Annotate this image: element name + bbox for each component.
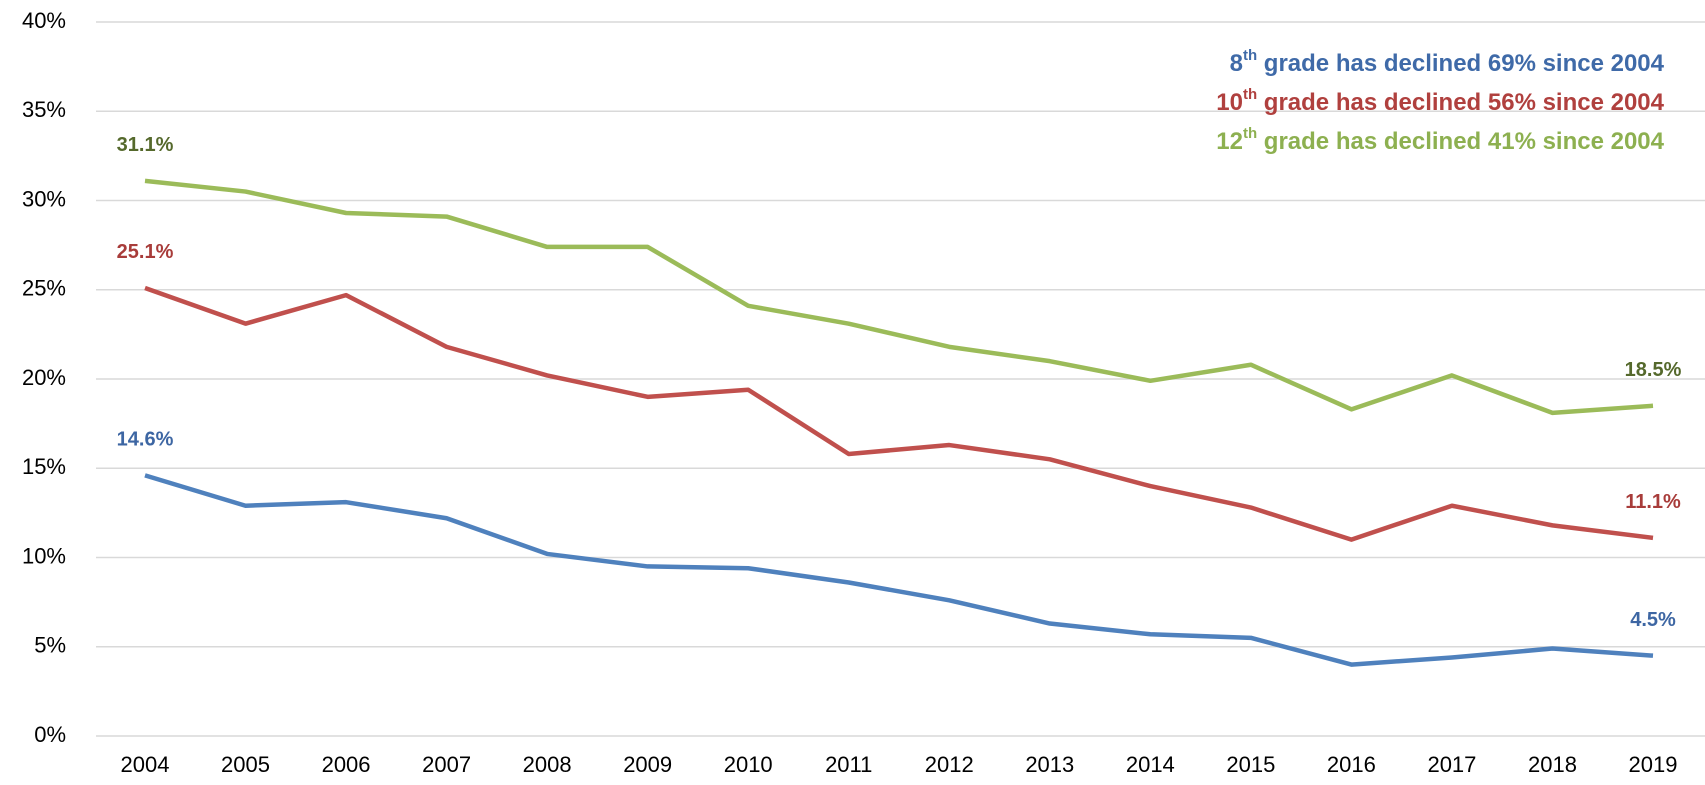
series-line bbox=[144, 473, 1654, 667]
x-tick-label: 2012 bbox=[925, 752, 974, 777]
x-tick-label: 2005 bbox=[221, 752, 270, 777]
y-tick-label: 5% bbox=[34, 633, 66, 658]
x-tick-label: 2011 bbox=[825, 752, 872, 777]
annotation-text: grade has declined 41% since 2004 bbox=[1257, 128, 1665, 155]
y-tick-label: 15% bbox=[22, 454, 66, 479]
x-tick-label: 2009 bbox=[623, 752, 672, 777]
x-tick-label: 2017 bbox=[1427, 752, 1476, 777]
annotation-text: grade has declined 56% since 2004 bbox=[1257, 89, 1665, 116]
y-tick-label: 20% bbox=[22, 365, 66, 390]
y-tick-label: 35% bbox=[22, 97, 66, 122]
annotation: 8th grade has declined 69% since 2004 bbox=[1230, 47, 1665, 77]
data-label: 11.1% bbox=[1625, 491, 1681, 513]
data-label: 25.1% bbox=[117, 241, 174, 263]
data-label: 14.6% bbox=[117, 429, 174, 451]
data-label: 4.5% bbox=[1630, 609, 1676, 631]
annotation-text: grade has declined 69% since 2004 bbox=[1257, 50, 1665, 77]
data-label: 31.1% bbox=[117, 134, 174, 156]
data-label: 18.5% bbox=[1625, 359, 1682, 381]
annotation-ordinal: 8 bbox=[1230, 50, 1243, 77]
annotation: 10th grade has declined 56% since 2004 bbox=[1216, 86, 1664, 116]
x-tick-label: 2019 bbox=[1629, 752, 1678, 777]
annotation-suffix: th bbox=[1243, 125, 1257, 142]
x-tick-label: 2014 bbox=[1126, 752, 1175, 777]
series-line bbox=[144, 178, 1654, 416]
annotation-suffix: th bbox=[1243, 47, 1257, 64]
series-line bbox=[144, 285, 1654, 542]
x-tick-label: 2013 bbox=[1025, 752, 1074, 777]
y-tick-label: 25% bbox=[22, 276, 66, 301]
x-tick-label: 2004 bbox=[121, 752, 170, 777]
y-tick-label: 10% bbox=[22, 543, 66, 568]
y-tick-label: 30% bbox=[22, 186, 66, 211]
y-tick-label: 40% bbox=[22, 8, 66, 33]
x-tick-label: 2007 bbox=[422, 752, 471, 777]
x-tick-label: 2008 bbox=[523, 752, 572, 777]
annotation: 12th grade has declined 41% since 2004 bbox=[1216, 125, 1664, 155]
x-tick-label: 2006 bbox=[322, 752, 371, 777]
x-tick-label: 2016 bbox=[1327, 752, 1376, 777]
annotation-ordinal: 10 bbox=[1216, 89, 1243, 116]
y-tick-label: 0% bbox=[34, 722, 66, 747]
x-tick-label: 2010 bbox=[724, 752, 773, 777]
x-tick-label: 2015 bbox=[1226, 752, 1275, 777]
annotation-suffix: th bbox=[1243, 86, 1257, 103]
annotation-ordinal: 12 bbox=[1216, 128, 1243, 155]
x-tick-label: 2018 bbox=[1528, 752, 1577, 777]
